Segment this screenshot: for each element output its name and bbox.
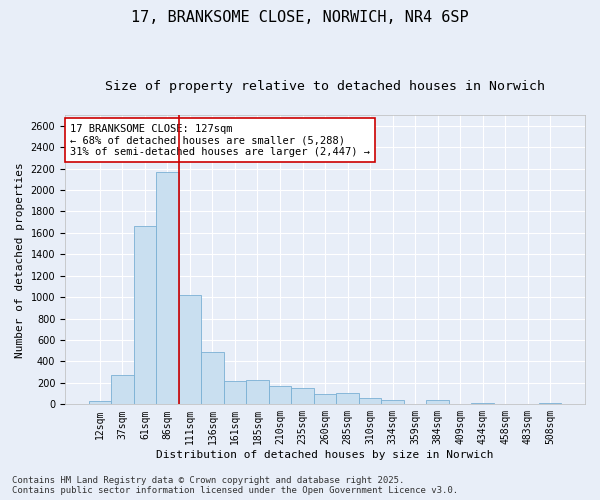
Bar — [291, 388, 314, 404]
Bar — [134, 226, 156, 404]
Bar — [89, 401, 111, 404]
Text: 17, BRANKSOME CLOSE, NORWICH, NR4 6SP: 17, BRANKSOME CLOSE, NORWICH, NR4 6SP — [131, 10, 469, 25]
Bar — [381, 400, 404, 404]
Bar — [179, 295, 201, 405]
Bar — [111, 376, 134, 404]
Bar — [336, 392, 359, 404]
Bar — [314, 394, 336, 404]
Y-axis label: Number of detached properties: Number of detached properties — [15, 162, 25, 358]
Bar — [359, 398, 381, 404]
Bar — [224, 381, 246, 404]
Bar — [201, 352, 224, 405]
Text: Contains HM Land Registry data © Crown copyright and database right 2025.
Contai: Contains HM Land Registry data © Crown c… — [12, 476, 458, 495]
Bar — [269, 386, 291, 404]
Bar — [427, 400, 449, 404]
Text: 17 BRANKSOME CLOSE: 127sqm
← 68% of detached houses are smaller (5,288)
31% of s: 17 BRANKSOME CLOSE: 127sqm ← 68% of deta… — [70, 124, 370, 157]
Title: Size of property relative to detached houses in Norwich: Size of property relative to detached ho… — [105, 80, 545, 93]
Bar — [156, 172, 179, 404]
X-axis label: Distribution of detached houses by size in Norwich: Distribution of detached houses by size … — [156, 450, 494, 460]
Bar — [246, 380, 269, 404]
